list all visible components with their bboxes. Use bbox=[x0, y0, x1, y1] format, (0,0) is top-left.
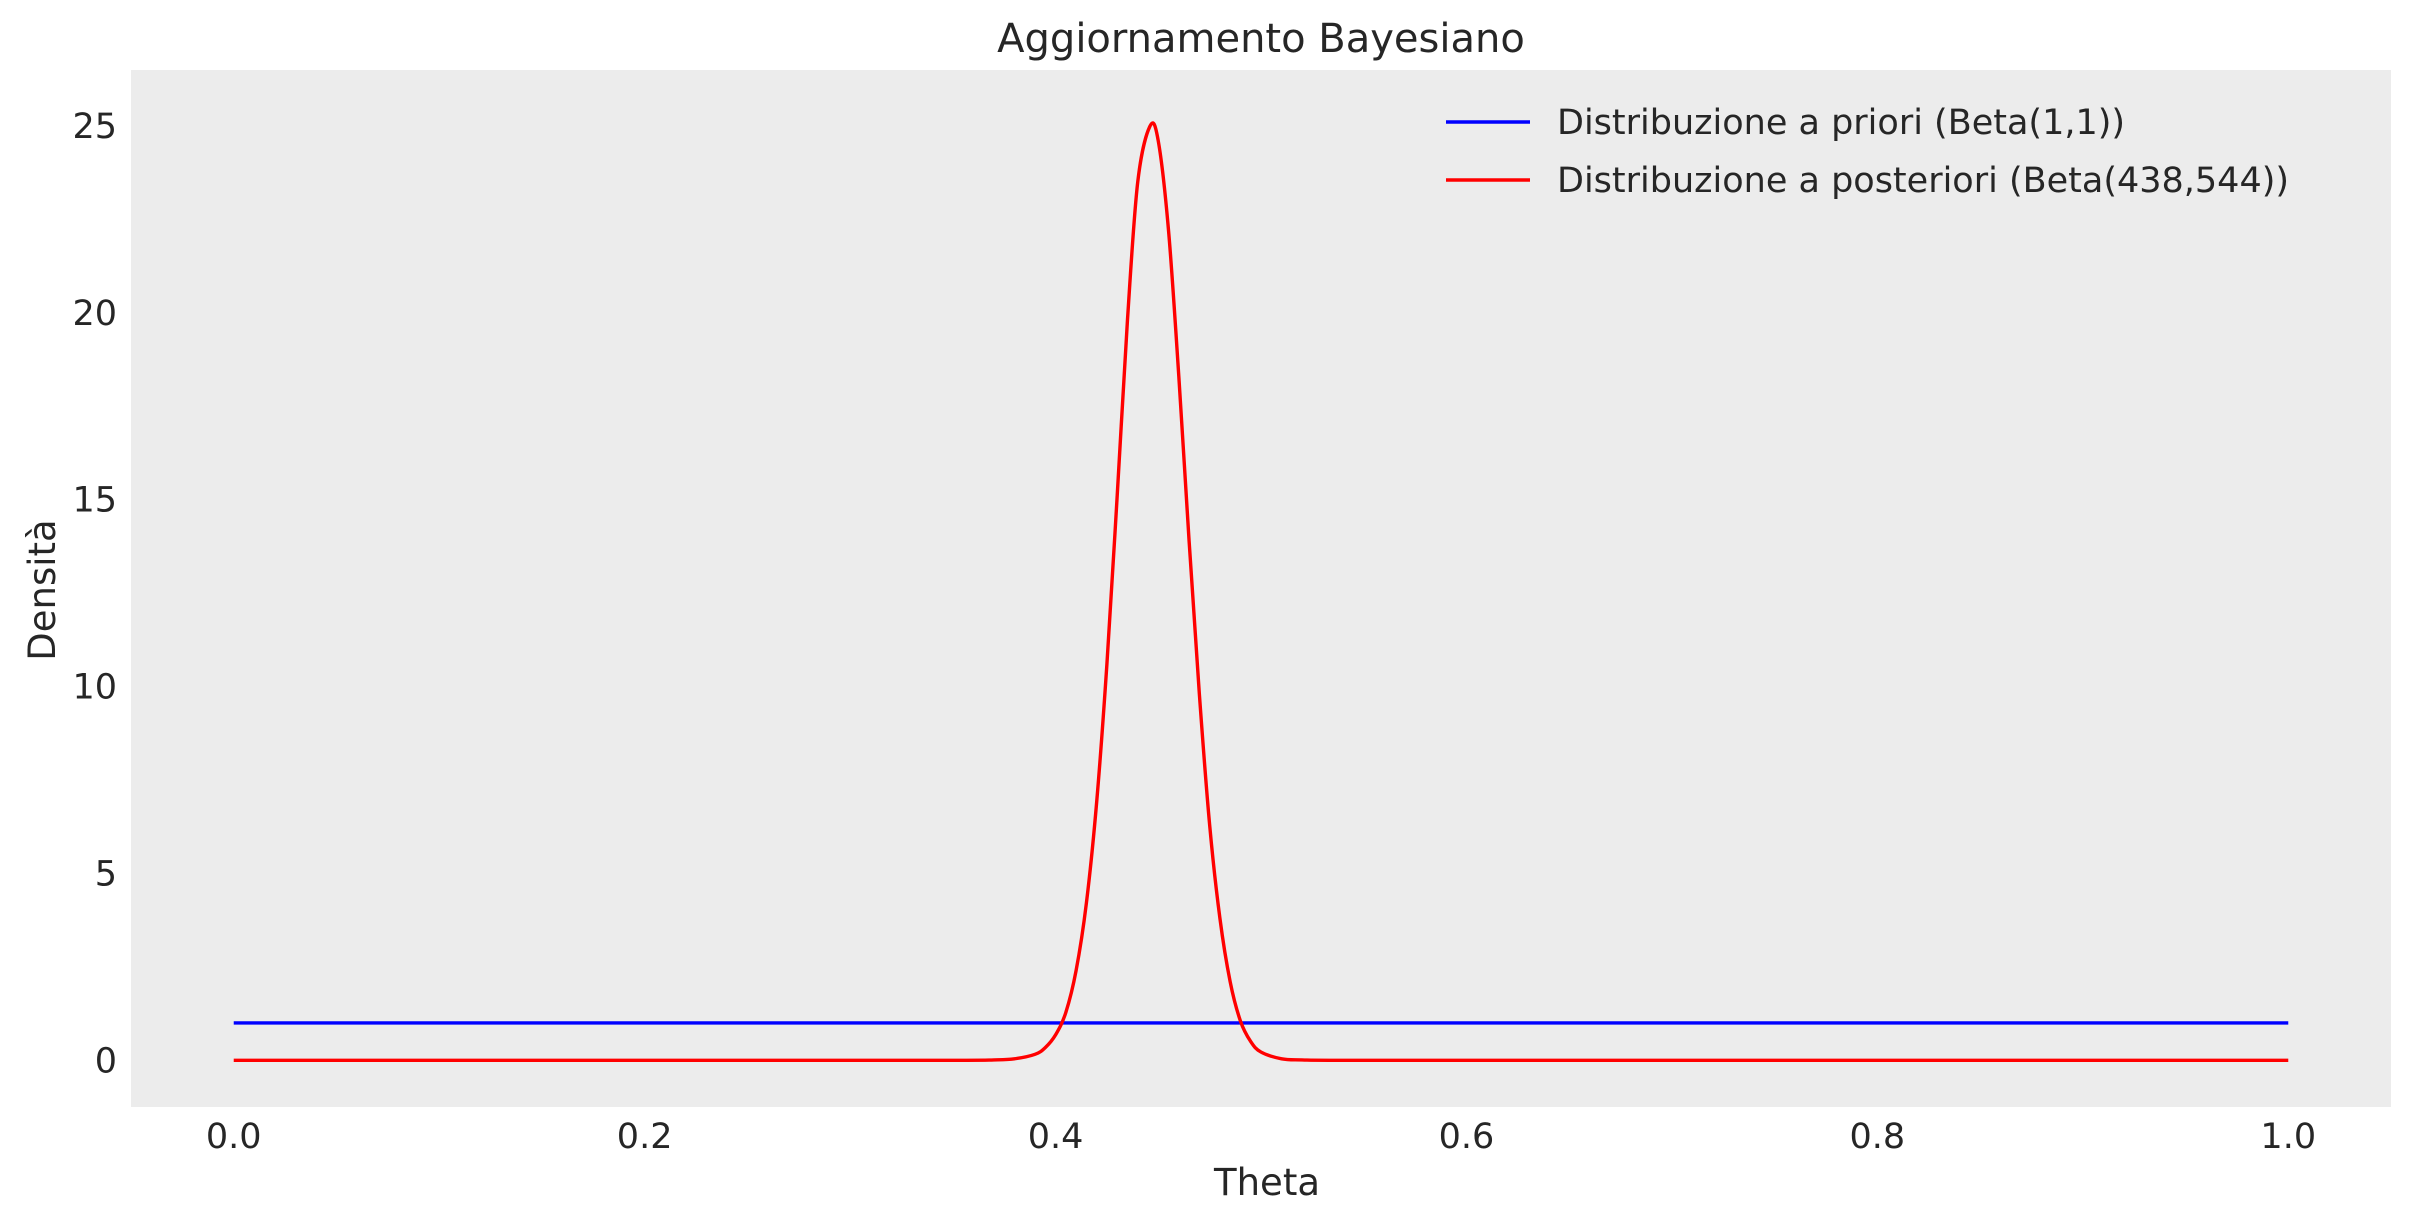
series-line-posterior bbox=[233, 121, 2289, 1062]
x-tick-label: 0.8 bbox=[1850, 1117, 1906, 1157]
chart-title: Aggiornamento Bayesiano bbox=[997, 16, 1525, 62]
y-tick-label: 0 bbox=[95, 1041, 117, 1081]
x-tick-label: 1.0 bbox=[2260, 1117, 2316, 1157]
legend-label: Distribuzione a priori (Beta(1,1)) bbox=[1557, 103, 2125, 143]
legend: Distribuzione a priori (Beta(1,1)) Distri… bbox=[1446, 103, 2289, 201]
y-axis-label: Densità bbox=[21, 519, 64, 660]
y-tick-label: 10 bbox=[72, 668, 117, 708]
y-tick-labels: 0 5 10 15 20 25 bbox=[72, 107, 117, 1081]
x-tick-label: 0.2 bbox=[617, 1117, 673, 1157]
x-axis-label: Theta bbox=[1213, 1161, 1320, 1204]
x-tick-label: 0.6 bbox=[1439, 1117, 1495, 1157]
chart-marks bbox=[233, 121, 2289, 1062]
x-tick-label: 0.4 bbox=[1028, 1117, 1084, 1157]
plot-area-background bbox=[131, 70, 2391, 1107]
y-tick-label: 5 bbox=[95, 854, 117, 894]
y-tick-label: 25 bbox=[72, 107, 117, 147]
legend-label: Distribuzione a posteriori (Beta(438,544… bbox=[1557, 161, 2289, 201]
x-tick-label: 0.0 bbox=[206, 1117, 262, 1157]
y-tick-label: 20 bbox=[72, 294, 117, 334]
x-tick-labels: 0.0 0.2 0.4 0.6 0.8 1.0 bbox=[206, 1117, 2316, 1157]
y-tick-label: 15 bbox=[72, 481, 117, 521]
